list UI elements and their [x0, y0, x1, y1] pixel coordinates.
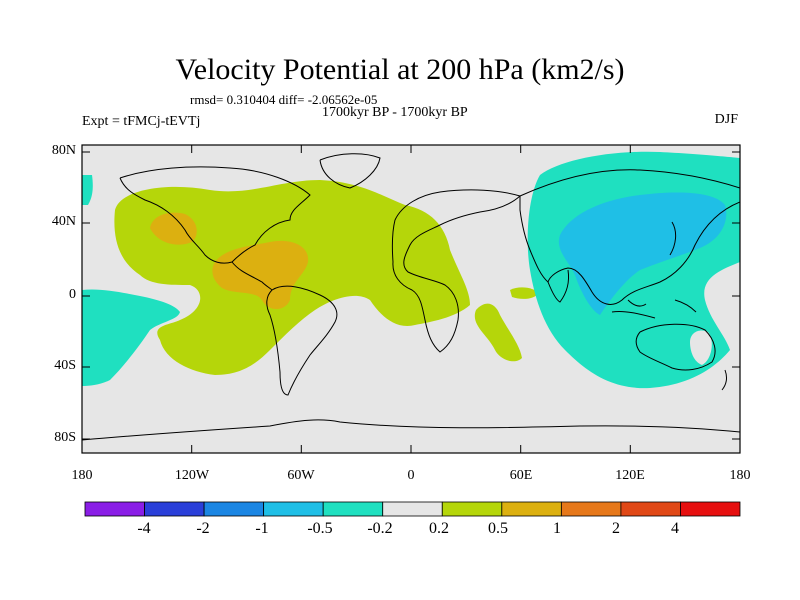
colorbar-swatch [560, 501, 622, 517]
lon-label-120w: 120W [174, 468, 210, 483]
experiment-label: Expt = tFMCj-tEVTj [82, 114, 201, 129]
colorbar-label: -4 [137, 520, 151, 537]
period-text: 1700kyr BP - 1700kyr BP [322, 105, 468, 120]
colorbar-swatch [620, 501, 681, 517]
lat-tick-marks [82, 151, 740, 440]
lon-label-0: 0 [407, 468, 415, 483]
negative-band-dateline-north [82, 175, 93, 205]
positive-core-north-atlantic [150, 212, 197, 245]
lon-label-180e: 180 [729, 468, 751, 483]
colorbar-swatch [203, 501, 265, 517]
colorbar-label: 4 [671, 520, 679, 537]
positive-band-africa-east [474, 303, 522, 362]
colorbar-swatch [501, 501, 562, 517]
lat-label-40s: 40S [54, 358, 76, 373]
positive-band-arabian-sea [510, 287, 538, 299]
negative-band-dateline-south [82, 289, 180, 386]
colorbar-label: -0.2 [367, 520, 393, 537]
negative-core-west-pacific [558, 192, 727, 315]
neutral-hole-australia [690, 330, 712, 365]
colorbar-label: 0.2 [429, 520, 449, 537]
lon-label-60w: 60W [287, 468, 315, 483]
colorbar-swatch [680, 501, 741, 517]
colorbar-label: -1 [255, 520, 269, 537]
lat-label-0: 0 [69, 287, 76, 302]
lon-tick-marks [81, 145, 741, 453]
colorbar-label: 0.5 [488, 520, 508, 537]
colorbar-swatch [84, 501, 145, 517]
lat-label-80s: 80S [54, 430, 76, 445]
contour-fields [82, 151, 740, 389]
colorbar-label: 2 [612, 520, 620, 537]
colorbar-swatch [144, 501, 205, 517]
season-label: DJF [714, 112, 738, 127]
colorbar [84, 501, 741, 517]
colorbar-label: -2 [196, 520, 210, 537]
stats-text: rmsd= 0.310404 diff= -2.06562e-05 [190, 92, 378, 107]
figure-title: Velocity Potential at 200 hPa (km2/s) [175, 53, 625, 86]
lat-label-40n: 40N [51, 214, 76, 229]
colorbar-swatch [322, 501, 384, 517]
colorbar-label: -0.5 [307, 520, 333, 537]
colorbar-swatch [382, 501, 443, 517]
coastlines [82, 153, 740, 441]
lon-label-120e: 120E [615, 468, 645, 483]
lon-label-60e: 60E [509, 468, 533, 483]
lat-label-80n: 80N [51, 143, 76, 158]
colorbar-swatch [263, 501, 324, 517]
colorbar-swatch [441, 501, 503, 517]
lon-label-180w: 180 [71, 468, 93, 483]
colorbar-label: 1 [553, 520, 561, 537]
